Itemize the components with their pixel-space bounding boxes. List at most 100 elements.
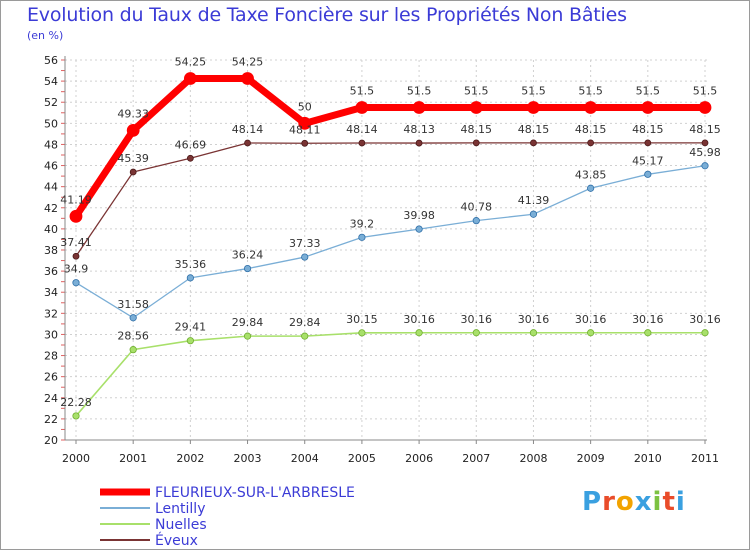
data-point xyxy=(129,346,137,354)
legend: FLEURIEUX-SUR-L'ARBRESLELentillyNuellesÉ… xyxy=(100,485,355,549)
chart-title: Evolution du Taux de Taxe Foncière sur l… xyxy=(27,4,627,26)
data-point xyxy=(644,329,652,337)
y-tick-label: 38 xyxy=(44,244,58,257)
data-point xyxy=(701,162,709,170)
data-point xyxy=(529,210,538,218)
data-point xyxy=(529,329,538,337)
y-tick-label: 36 xyxy=(44,265,58,278)
logo-letter: o xyxy=(615,487,635,517)
y-tick-label: 54 xyxy=(44,75,58,88)
data-label: 43.85 xyxy=(575,168,607,181)
logo-letter: i xyxy=(652,487,663,517)
data-label: 49.33 xyxy=(117,107,149,120)
data-label: 45.39 xyxy=(117,152,149,165)
x-tick-label: 2001 xyxy=(119,452,147,465)
data-point xyxy=(587,329,595,337)
data-point xyxy=(415,225,423,233)
y-tick-label: 26 xyxy=(44,371,58,384)
data-label: 45.98 xyxy=(689,146,721,159)
data-label: 48.15 xyxy=(518,123,550,136)
data-point xyxy=(584,101,598,114)
data-point xyxy=(72,279,80,287)
data-label: 48.11 xyxy=(289,123,321,136)
data-label: 48.13 xyxy=(403,123,435,136)
y-tick-label: 34 xyxy=(44,286,58,299)
data-label: 51.5 xyxy=(407,85,432,98)
proxiti-logo: Proxiti xyxy=(582,487,686,517)
data-label: 41.39 xyxy=(518,194,550,207)
data-point xyxy=(183,72,197,85)
data-point xyxy=(69,209,83,223)
x-tick-label: 2009 xyxy=(577,452,605,465)
data-label: 30.16 xyxy=(689,313,721,326)
x-tick-label: 2007 xyxy=(462,452,490,465)
data-label: 37.33 xyxy=(289,237,321,250)
data-point xyxy=(301,253,309,261)
y-tick-label: 56 xyxy=(44,54,58,67)
series-line-3 xyxy=(75,142,706,257)
data-label: 40.78 xyxy=(461,201,493,214)
data-point xyxy=(587,139,595,147)
data-point xyxy=(129,314,137,322)
data-point xyxy=(186,274,194,282)
series-line-2 xyxy=(75,331,706,417)
data-point xyxy=(701,329,709,337)
y-tick-label: 20 xyxy=(44,434,58,447)
data-label: 51.5 xyxy=(521,85,546,98)
logo-letter: r xyxy=(602,487,616,517)
y-tick-label: 50 xyxy=(44,117,58,130)
data-label: 30.16 xyxy=(518,313,550,326)
data-point xyxy=(72,412,80,420)
data-point xyxy=(186,154,194,162)
data-labels: 22.28 28.56 29.41 29.84 29.84 30.15 30.16 30.16… xyxy=(60,55,721,408)
legend-label-0: FLEURIEUX-SUR-L'ARBRESLE xyxy=(155,485,355,501)
data-point xyxy=(644,139,652,147)
axes: 20 22 24 26 28 30 32 34 36 38 40 42 44 46 48 50 52 54 56 20… xyxy=(44,54,719,465)
grid-lines xyxy=(65,59,707,441)
legend-label-2: Nuelles xyxy=(155,517,207,533)
y-tick-label: 30 xyxy=(44,328,58,341)
y-tick-label: 42 xyxy=(44,202,58,215)
y-tick-label: 24 xyxy=(44,392,58,405)
data-label: 41.19 xyxy=(60,193,92,206)
x-tick-label: 2004 xyxy=(291,452,319,465)
y-tick-label: 48 xyxy=(44,138,58,151)
data-label: 39.2 xyxy=(350,217,375,230)
x-tick-label: 2002 xyxy=(176,452,204,465)
data-label: 48.15 xyxy=(575,123,607,136)
data-label: 29.84 xyxy=(232,316,264,329)
data-point xyxy=(701,139,709,147)
data-point xyxy=(358,233,366,241)
data-point xyxy=(527,101,540,114)
data-label: 54.25 xyxy=(232,55,264,68)
data-label: 54.25 xyxy=(175,55,207,68)
data-label: 30.16 xyxy=(575,313,607,326)
data-label: 28.56 xyxy=(117,330,149,343)
data-label: 22.28 xyxy=(60,396,92,409)
y-tick-label: 44 xyxy=(44,181,58,194)
data-point xyxy=(530,139,537,147)
data-label: 34.9 xyxy=(64,263,89,276)
x-tick-label: 2011 xyxy=(691,452,719,465)
y-tick-label: 32 xyxy=(44,307,58,320)
data-point xyxy=(415,329,423,337)
y-tick-label: 46 xyxy=(44,160,58,173)
data-label: 51.5 xyxy=(636,85,661,98)
data-label: 51.5 xyxy=(464,85,489,98)
data-label: 48.15 xyxy=(461,123,493,136)
data-point xyxy=(241,72,254,85)
data-label: 30.16 xyxy=(632,313,664,326)
data-point xyxy=(301,139,309,147)
data-label: 30.16 xyxy=(461,313,493,326)
chart-subtitle: (en %) xyxy=(27,29,64,42)
data-label: 30.15 xyxy=(346,313,378,326)
logo-letter: x xyxy=(634,487,653,517)
data-point xyxy=(415,139,423,147)
legend-label-1: Lentilly xyxy=(155,501,205,517)
y-tick-label: 52 xyxy=(44,96,58,109)
series-line-1 xyxy=(75,165,706,319)
data-point xyxy=(641,101,655,114)
data-label: 48.14 xyxy=(232,123,264,136)
x-tick-label: 2010 xyxy=(634,452,662,465)
